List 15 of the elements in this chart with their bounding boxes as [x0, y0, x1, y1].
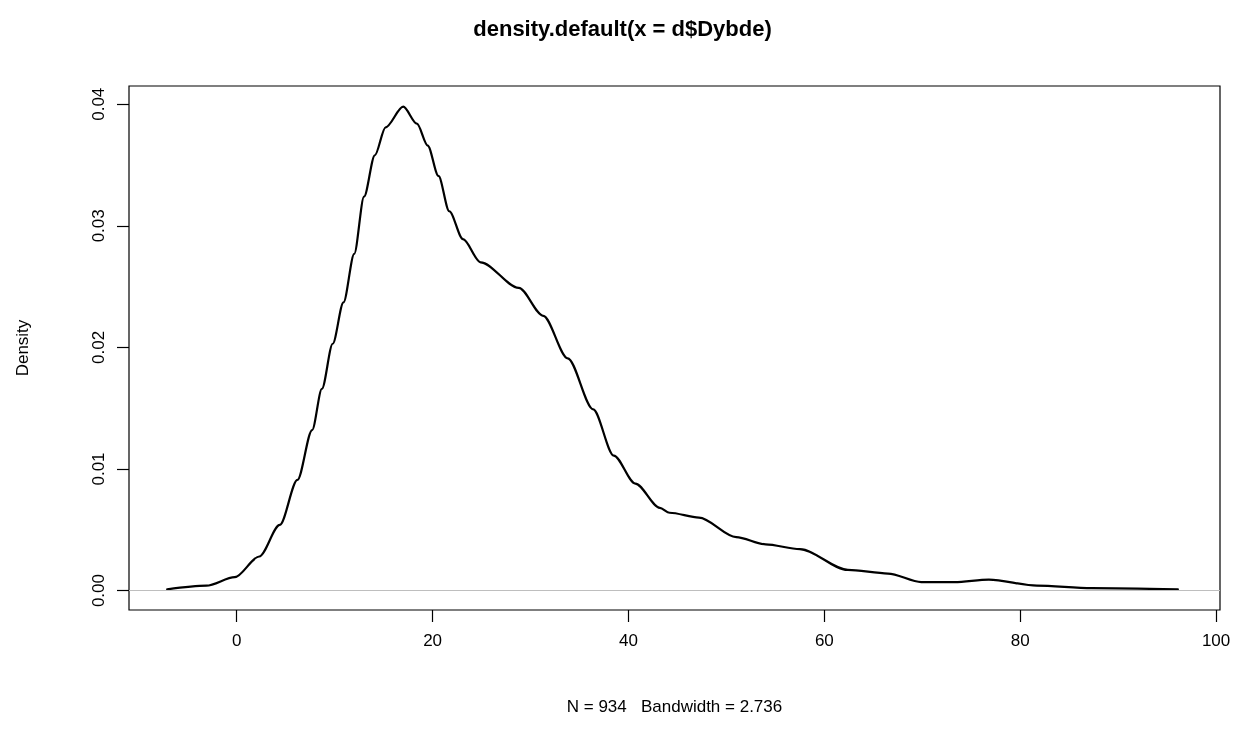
- y-tick-label: 0.00: [89, 574, 108, 608]
- y-tick-label: 0.02: [89, 330, 108, 364]
- x-tick-label: 40: [619, 631, 638, 650]
- x-tick-label: 100: [1201, 631, 1231, 650]
- x-tick-label: 80: [1010, 631, 1030, 650]
- y-axis-title: Density: [13, 319, 32, 377]
- x-tick-label: 20: [423, 631, 443, 650]
- y-tick-label: 0.03: [89, 209, 108, 243]
- x-tick-label: 0: [231, 631, 242, 650]
- x-axis-title: N = 934 Bandwidth = 2.736: [566, 697, 783, 716]
- line-series: [166, 105, 1179, 591]
- chart-title: density.default(x = d$Dybde): [473, 15, 772, 41]
- x-tick-label: 60: [814, 631, 834, 650]
- y-tick-label: 0.04: [89, 87, 108, 121]
- y-tick-label: 0.01: [89, 452, 108, 486]
